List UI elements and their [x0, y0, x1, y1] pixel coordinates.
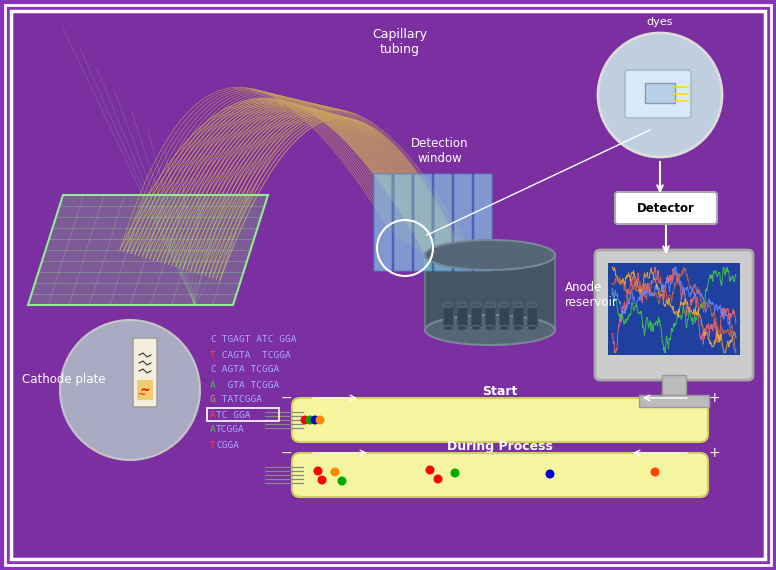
Text: −: − [280, 446, 292, 460]
Circle shape [60, 320, 200, 460]
Circle shape [300, 416, 310, 425]
FancyBboxPatch shape [615, 192, 717, 224]
Text: G: G [210, 396, 216, 405]
Circle shape [546, 470, 555, 478]
Circle shape [331, 467, 340, 477]
Text: Cathode plate: Cathode plate [22, 373, 106, 386]
Text: Anode
reservoir: Anode reservoir [565, 281, 618, 309]
Ellipse shape [443, 303, 453, 307]
Text: T: T [210, 441, 216, 450]
Text: TGAGT ATC GGA: TGAGT ATC GGA [216, 336, 296, 344]
Bar [639, 395, 709, 407]
Bar [645, 83, 675, 103]
Circle shape [316, 416, 324, 425]
Text: Detector: Detector [637, 202, 695, 214]
FancyBboxPatch shape [374, 174, 392, 271]
Circle shape [306, 416, 314, 425]
Bar [485, 305, 495, 329]
Text: ~: ~ [138, 390, 146, 400]
FancyBboxPatch shape [434, 174, 452, 271]
FancyBboxPatch shape [133, 338, 157, 407]
Ellipse shape [443, 325, 453, 331]
Ellipse shape [513, 325, 523, 331]
FancyBboxPatch shape [394, 174, 412, 271]
Text: A: A [210, 381, 216, 389]
FancyBboxPatch shape [292, 453, 708, 497]
Ellipse shape [425, 240, 555, 270]
Bar [513, 305, 523, 329]
Text: CGGA: CGGA [216, 441, 239, 450]
Bar [608, 263, 740, 355]
Circle shape [338, 477, 347, 486]
Text: −: − [280, 391, 292, 405]
Circle shape [314, 466, 323, 475]
FancyBboxPatch shape [292, 398, 708, 442]
Circle shape [451, 469, 459, 478]
Circle shape [598, 33, 722, 157]
Text: AGTA TCGGA: AGTA TCGGA [216, 365, 279, 374]
Text: Detection
window: Detection window [411, 137, 469, 165]
Text: During Process: During Process [447, 440, 553, 453]
Circle shape [650, 467, 660, 477]
Bar [457, 305, 467, 329]
FancyBboxPatch shape [474, 174, 492, 271]
Bar [443, 305, 453, 329]
Text: A: A [210, 410, 216, 420]
Ellipse shape [471, 325, 481, 331]
Ellipse shape [527, 325, 537, 331]
Bar [499, 305, 509, 329]
Ellipse shape [499, 325, 509, 331]
Bar [425, 255, 555, 330]
Text: +: + [708, 446, 719, 460]
Ellipse shape [471, 303, 481, 307]
Ellipse shape [513, 303, 523, 307]
Circle shape [434, 474, 442, 483]
Ellipse shape [527, 303, 537, 307]
FancyBboxPatch shape [625, 70, 691, 118]
Bar [662, 375, 686, 395]
Ellipse shape [499, 303, 509, 307]
Ellipse shape [425, 315, 555, 345]
FancyBboxPatch shape [595, 250, 753, 380]
Ellipse shape [457, 325, 467, 331]
Text: CAGTA  TCGGA: CAGTA TCGGA [216, 351, 291, 360]
Bar [207, 408, 279, 421]
Text: T: T [210, 351, 216, 360]
Ellipse shape [485, 303, 495, 307]
Text: A: A [210, 425, 216, 434]
Text: Capillary
tubing: Capillary tubing [372, 28, 428, 56]
Circle shape [317, 475, 327, 484]
Text: C: C [210, 365, 216, 374]
Text: C: C [210, 336, 216, 344]
Bar [137, 380, 153, 400]
Bar [471, 305, 481, 329]
Circle shape [310, 416, 320, 425]
Text: TCGGA: TCGGA [216, 425, 244, 434]
Text: ~: ~ [140, 384, 151, 397]
Text: +: + [708, 391, 719, 405]
Ellipse shape [485, 325, 495, 331]
FancyBboxPatch shape [454, 174, 472, 271]
Text: GTA TCGGA: GTA TCGGA [216, 381, 279, 389]
Text: TC GGA: TC GGA [216, 410, 251, 420]
Circle shape [425, 466, 435, 474]
Ellipse shape [457, 303, 467, 307]
Polygon shape [28, 195, 268, 305]
Text: TATCGGA: TATCGGA [216, 396, 262, 405]
Text: Laser
activates
dyes: Laser activates dyes [635, 0, 685, 27]
Text: Start: Start [483, 385, 518, 398]
Bar [527, 305, 537, 329]
FancyBboxPatch shape [414, 174, 432, 271]
